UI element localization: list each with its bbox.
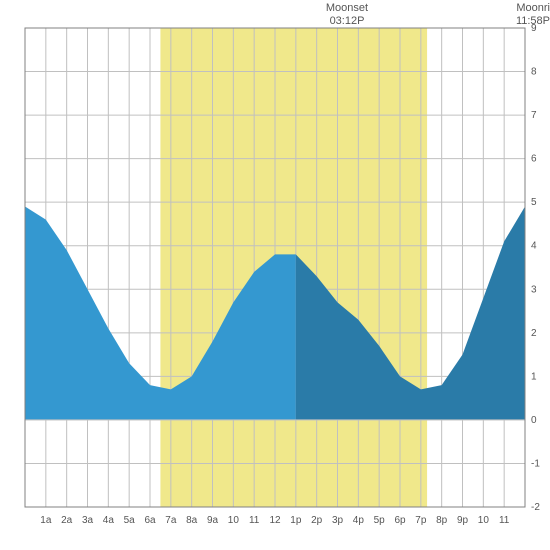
moonrise-annotation: Moonri 11:58P: [506, 2, 550, 28]
svg-text:5p: 5p: [374, 515, 386, 526]
svg-text:2p: 2p: [311, 515, 323, 526]
svg-text:9a: 9a: [207, 515, 219, 526]
svg-text:10: 10: [228, 515, 240, 526]
svg-text:6p: 6p: [394, 515, 406, 526]
svg-text:8a: 8a: [186, 515, 198, 526]
svg-text:0: 0: [531, 415, 537, 426]
svg-text:10: 10: [478, 515, 490, 526]
moonrise-time: 11:58P: [506, 15, 550, 28]
moonset-label: Moonset: [312, 2, 382, 15]
svg-text:9p: 9p: [457, 515, 469, 526]
svg-text:7p: 7p: [415, 515, 427, 526]
svg-text:2a: 2a: [61, 515, 73, 526]
svg-text:2: 2: [531, 328, 537, 339]
svg-text:6a: 6a: [144, 515, 156, 526]
svg-text:7: 7: [531, 110, 537, 121]
svg-text:8p: 8p: [436, 515, 448, 526]
svg-text:4p: 4p: [353, 515, 365, 526]
svg-text:3a: 3a: [82, 515, 94, 526]
svg-text:4: 4: [531, 241, 537, 252]
svg-text:11: 11: [249, 515, 260, 526]
svg-text:4a: 4a: [103, 515, 115, 526]
moonset-annotation: Moonset 03:12P: [312, 2, 382, 28]
svg-text:1a: 1a: [40, 515, 52, 526]
svg-text:-1: -1: [531, 458, 540, 469]
svg-text:6: 6: [531, 154, 537, 165]
moonset-time: 03:12P: [312, 15, 382, 28]
svg-text:5: 5: [531, 197, 537, 208]
svg-text:8: 8: [531, 67, 537, 78]
chart-svg: -2-101234567891a2a3a4a5a6a7a8a9a1011121p…: [0, 0, 550, 550]
svg-text:5a: 5a: [124, 515, 136, 526]
svg-text:1: 1: [531, 371, 537, 382]
svg-text:11: 11: [499, 515, 510, 526]
moonrise-label: Moonri: [506, 2, 550, 15]
svg-text:3p: 3p: [332, 515, 344, 526]
svg-text:7a: 7a: [165, 515, 177, 526]
svg-text:12: 12: [269, 515, 281, 526]
tide-chart: Moonset 03:12P Moonri 11:58P -2-10123456…: [0, 0, 550, 550]
svg-text:1p: 1p: [290, 515, 302, 526]
svg-text:-2: -2: [531, 502, 540, 513]
svg-text:3: 3: [531, 284, 537, 295]
